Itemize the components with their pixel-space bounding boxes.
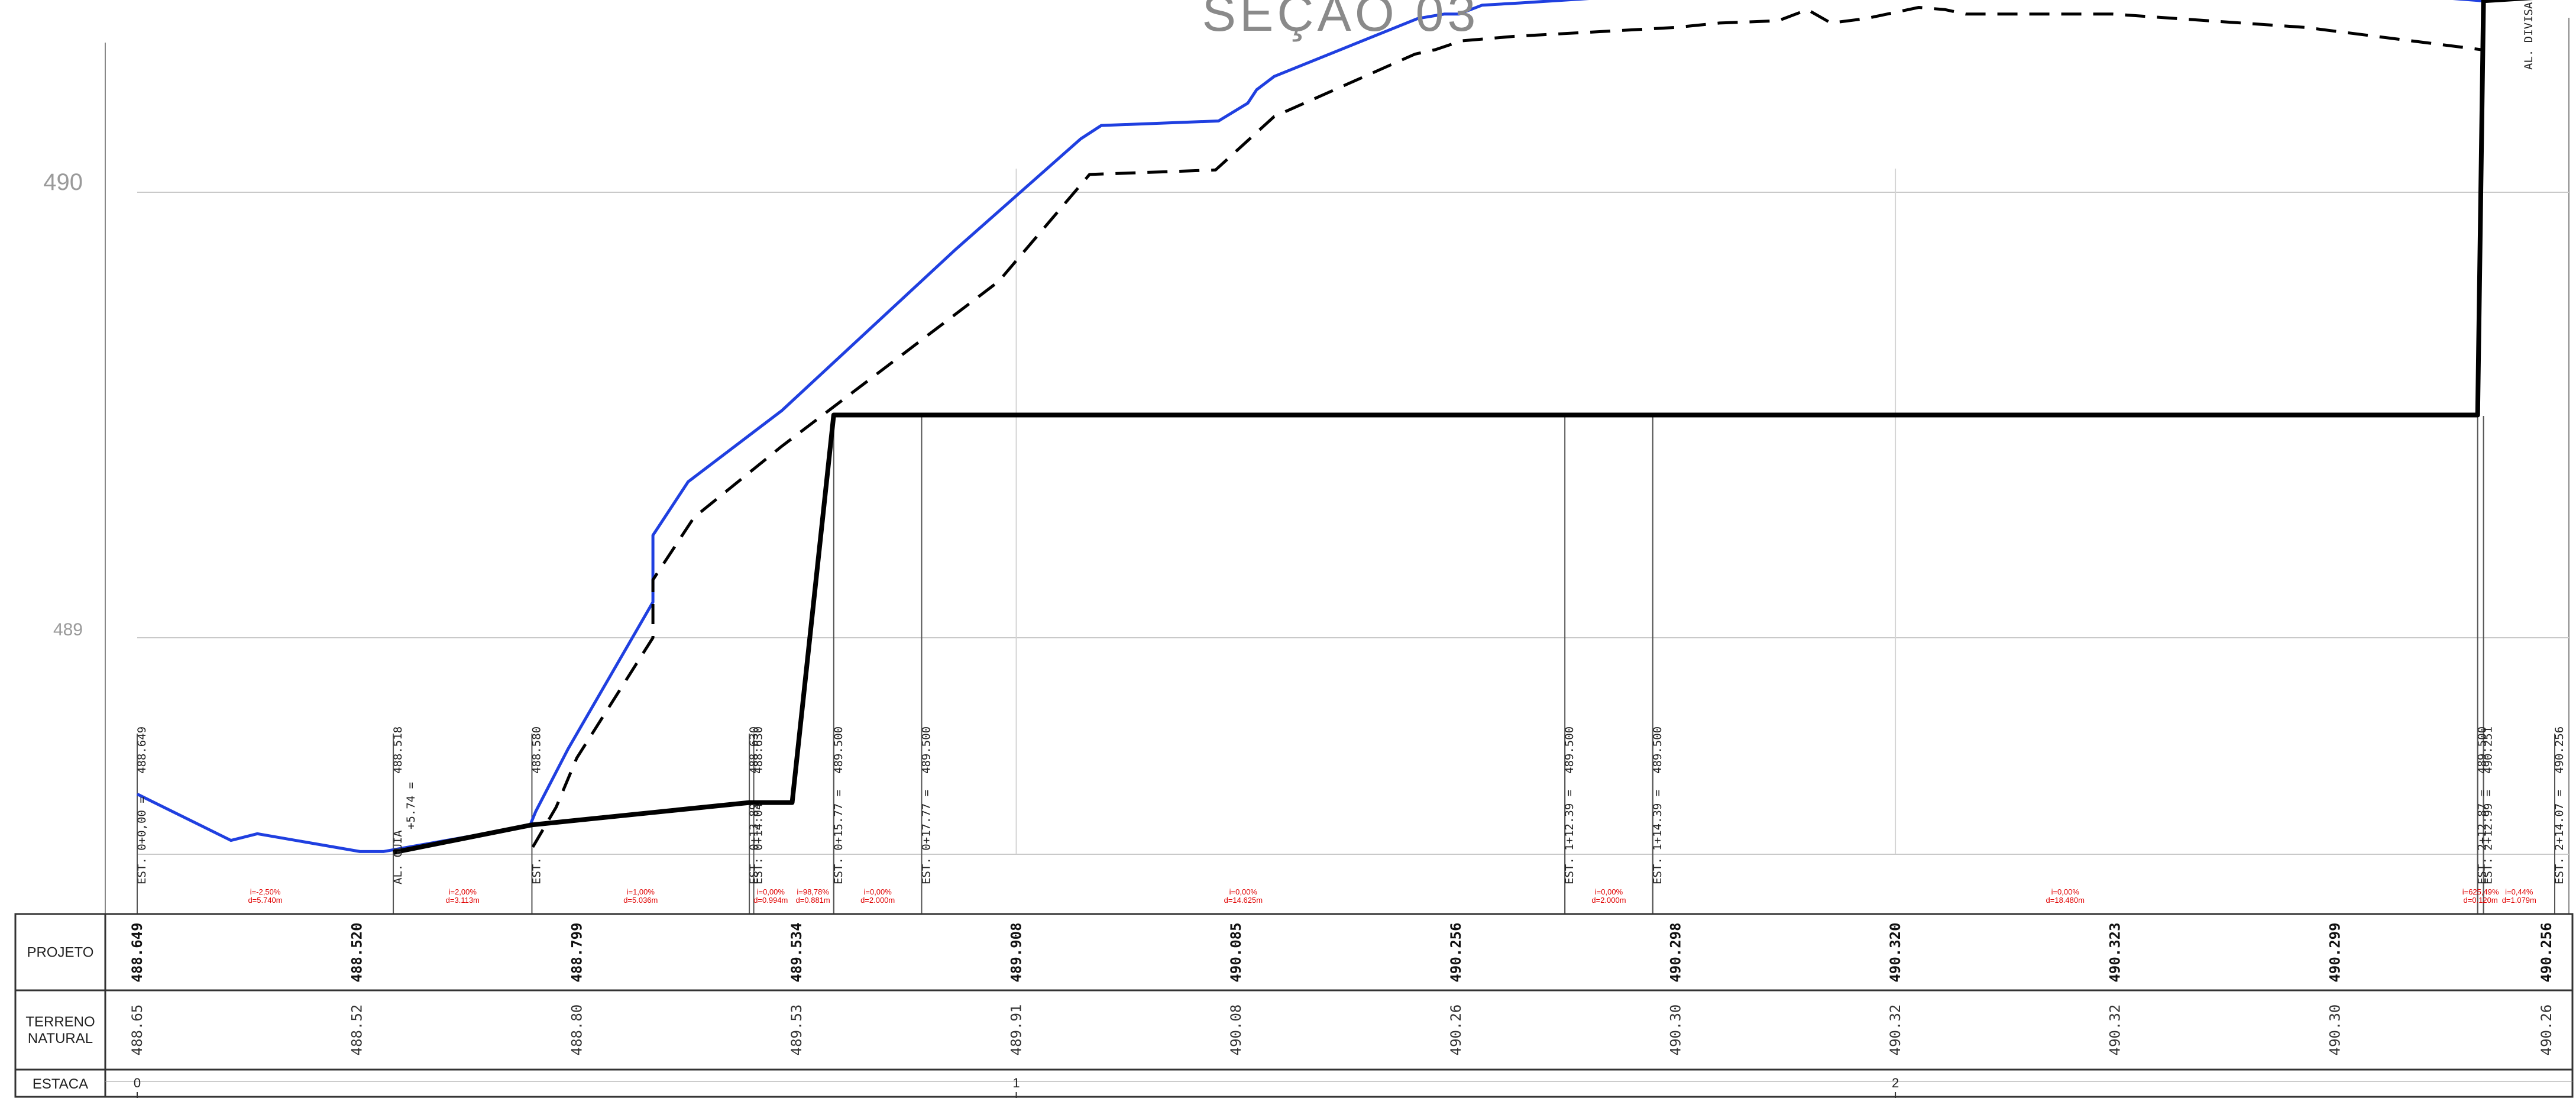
segment-distance: d=1.079m [2502,896,2536,905]
segment-distance: d=0.994m [753,896,788,905]
station-elevation-label: 488.630 [747,726,760,774]
projeto-value: 490.320 [1887,922,1904,982]
estaca-value: 1 [1012,1076,1020,1090]
terreno-value: 490.32 [1887,1005,1904,1056]
y-tick-label: 490 [43,169,83,195]
segment-distance: d=2.000m [860,896,895,905]
projeto-value: 490.299 [2326,922,2343,982]
terreno-value: 490.30 [2326,1005,2343,1056]
segment-slope: i=0,00% [863,887,892,896]
station-elevation-label: 489.500 [832,726,845,774]
estaca-value: 0 [134,1076,141,1090]
station-elevation-label: 488.630 [752,726,765,774]
station-elevation-label: 488.649 [135,726,148,774]
segment-distance: d=3.113m [446,896,480,905]
natural-terrain-line [136,0,2506,853]
terreno-value: 489.91 [1008,1005,1025,1056]
estaca-value: 2 [1892,1076,1899,1090]
segment-distance: d=14.625m [1224,896,1263,905]
segment-distance: d=0.881m [796,896,830,905]
table-row-label-line: NATURAL [28,1031,93,1047]
projeto-value: 490.298 [1667,922,1684,982]
station-elevation-label: 489.500 [2476,726,2489,774]
station-elevation-label: 489.500 [920,726,933,774]
segment-slope: i=98,78% [797,887,829,896]
segment-slope: i=0,00% [757,887,785,896]
terreno-value: 489.53 [788,1005,805,1056]
projeto-value: 490.323 [2107,922,2124,982]
projeto-value: 488.799 [568,922,585,982]
projeto-value: 490.085 [1228,922,1244,982]
station-chainage-label: EST. [530,857,543,884]
station-chainage-label: EST. 2+12.99 = [2482,790,2495,884]
profile-lines [136,0,2533,855]
projeto-value: 489.908 [1008,922,1025,982]
segment-distance: d=5.740m [248,896,282,905]
station-chainage-label: EST. 2+14.07 = [2553,790,2566,884]
projeto-value: 489.534 [788,922,805,982]
terreno-value: 488.65 [129,1005,145,1056]
station-elevation-label: 490.256 [2553,726,2566,774]
terreno-value: 490.32 [2107,1005,2124,1056]
segment-slope-labels: i=-2,50%d=5.740mi=2,00%d=3.113mi=1,00%d=… [248,887,2536,905]
y-tick-label: 489 [53,620,83,640]
terreno-value: 488.80 [568,1005,585,1056]
projeto-value: 490.256 [2538,922,2555,982]
station-elevation-label: 489.500 [1651,726,1664,774]
elevation-gridlines: 490 489 [43,169,2569,855]
segment-slope: i=2,00% [449,887,477,896]
station-chainage-label: EST. 0+15.77 = [832,790,845,884]
table-border [14,913,2574,1098]
station-elevation-label: 489.500 [1563,726,1576,774]
projeto-value: 488.520 [349,922,365,982]
station-elevation-label: 488.580 [530,726,543,774]
station-chainage-label: AL. GUIA [391,830,404,884]
segment-slope: i=625,49% [2462,887,2499,896]
terreno-value: 490.26 [2538,1005,2555,1056]
station-leader-lines [137,416,2555,914]
station-chainage-label: AL. DIVISA [2522,2,2535,70]
segment-slope: i=0,44% [2505,887,2533,896]
station-elevation-label: 488.518 [391,726,404,774]
segment-distance: d=18.480m [2046,896,2085,905]
station-chainage-label: EST. 2+12.87 = [2476,790,2489,884]
section-title: SEÇÃO 03 [1202,0,1480,42]
existing-terrain-dashed-line [531,6,2482,848]
segment-distance: d=2.000m [1591,896,1626,905]
segment-distance: d=0.120m [2464,896,2498,905]
station-chainage-label: EST. 1+12.39 = [1563,790,1576,884]
station-chainage-label: EST. 0+14.04 [752,803,765,884]
terreno-value: 490.08 [1228,1005,1244,1056]
terreno-value: 490.30 [1667,1005,1684,1056]
terreno-value: 490.26 [1448,1005,1464,1056]
table-row-label-line: TERRENO [25,1014,95,1030]
segment-slope: i=-2,50% [250,887,281,896]
projeto-value: 490.256 [1448,922,1464,982]
design-profile-line [393,0,2533,855]
table-row-label: PROJETO [27,945,94,961]
station-elevation-label: 490.251 [2482,726,2495,774]
station-labels: 488.649 EST. 0+0,00 = 488.518 AL. GUIA+5.74… [135,2,2566,884]
y-axis-frame [105,18,2569,914]
terreno-value: 488.52 [349,1005,365,1056]
station-chainage-label: EST. 0+0,00 = [135,796,148,884]
projeto-value: 488.649 [129,922,145,982]
station-chainage-label: EST. 0+13.89 [747,803,760,884]
segment-distance: d=5.036m [623,896,658,905]
station-chainage-offset: +5.74 = [404,782,418,829]
station-chainage-label: EST. 0+17.77 = [920,790,933,884]
segment-slope: i=1,00% [627,887,655,896]
table-row-label: ESTACA [33,1076,88,1092]
segment-slope: i=0,00% [2051,887,2080,896]
station-chainage-label: EST. 1+14.39 = [1651,790,1664,884]
segment-slope: i=0,00% [1229,887,1258,896]
segment-slope: i=0,00% [1595,887,1623,896]
